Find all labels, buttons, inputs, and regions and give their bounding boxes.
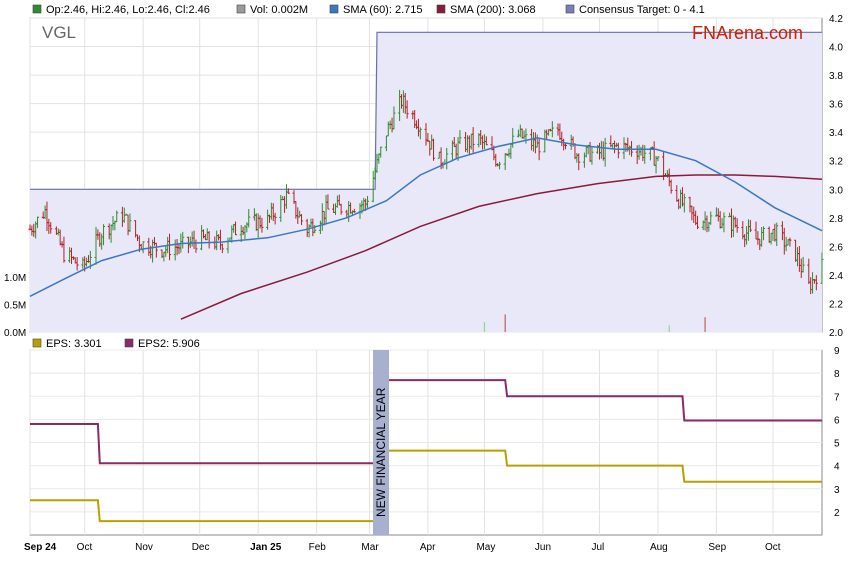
legend-swatch — [436, 4, 446, 14]
sma200-line — [180, 174, 823, 320]
legend-swatch — [32, 338, 42, 348]
price-tick-label: 4.2 — [829, 14, 843, 25]
legend-swatch — [32, 4, 42, 14]
month-label: Oct — [765, 542, 781, 553]
eps-legend: EPS: 3.301 EPS2: 5.906 — [32, 338, 200, 350]
legend-label: EPS2: 5.906 — [138, 338, 200, 350]
ticker-label: VGL — [42, 23, 76, 42]
month-label: Jun — [535, 542, 551, 553]
legend-label: Op:2.46, Hi:2.46, Lo:2.46, Cl:2.46 — [46, 4, 210, 16]
volume-axis: 0.0M 0.5M 1.0M — [4, 273, 26, 339]
month-label: Jul — [591, 542, 604, 553]
price-tick-label: 4.0 — [829, 43, 843, 54]
eps-tick-label: 9 — [834, 346, 840, 357]
eps-tick-label: 2 — [834, 508, 840, 519]
legend-label: Consensus Target: 0 - 4.1 — [579, 4, 705, 16]
price-tick-label: 2.4 — [829, 271, 843, 282]
eps-line — [30, 449, 822, 523]
month-label: Jan 25 — [250, 542, 282, 553]
legend-swatch — [329, 4, 339, 14]
eps-tick-label: 7 — [834, 392, 840, 403]
legend-swatch — [124, 338, 134, 348]
month-label: Apr — [420, 542, 436, 553]
consensus-target-line — [30, 31, 822, 190]
month-label: Dec — [192, 542, 210, 553]
eps-tick-label: 4 — [834, 462, 840, 473]
month-label: Nov — [135, 542, 153, 553]
eps-tick-label: 5 — [834, 439, 840, 450]
month-label: May — [476, 542, 495, 553]
time-axis: Sep 24 Oct Nov Dec Jan 25 Feb Mar Apr May Jun Jul A… — [24, 542, 781, 553]
new-financial-year-label: NEW FINANCIAL YEAR — [374, 387, 388, 517]
price-axis: 2.0 2.2 2.4 2.6 2.8 3.0 3.2 3.4 3.6 3.8 4.0 4.2 — [829, 14, 843, 339]
legend-swatch — [565, 4, 575, 14]
legend-label: Vol: 0.002M — [250, 4, 308, 16]
volume-tick-label: 0.0M — [4, 328, 26, 339]
new-financial-year-band — [373, 350, 389, 535]
volume-bars — [483, 314, 706, 332]
eps-grid — [29, 349, 822, 535]
month-label: Sep 24 — [24, 542, 57, 553]
price-legend: Op:2.46, Hi:2.46, Lo:2.46, Cl:2.46 Vol: 0… — [32, 4, 705, 16]
price-tick-label: 3.8 — [829, 71, 843, 82]
eps2-line — [30, 379, 822, 465]
month-label: Oct — [77, 542, 93, 553]
volume-tick-label: 1.0M — [4, 273, 26, 284]
month-label: Feb — [309, 542, 327, 553]
price-bars — [28, 89, 824, 295]
sma60-line — [29, 137, 823, 297]
legend-label: EPS: 3.301 — [46, 338, 102, 350]
price-tick-label: 2.2 — [829, 299, 843, 310]
price-tick-label: 3.2 — [829, 157, 843, 168]
month-label: Aug — [650, 542, 668, 553]
eps-tick-label: 6 — [834, 415, 840, 426]
price-tick-label: 3.0 — [829, 185, 843, 196]
price-tick-label: 2.8 — [829, 214, 843, 225]
month-label: Sep — [708, 542, 726, 553]
price-tick-label: 3.4 — [829, 128, 843, 139]
eps-tick-label: 3 — [834, 485, 840, 496]
eps-tick-label: 8 — [834, 369, 840, 380]
price-tick-label: 3.6 — [829, 100, 843, 111]
eps-axis: 2 3 4 5 6 7 8 9 — [834, 346, 840, 519]
month-label: Mar — [361, 542, 379, 553]
volume-tick-label: 0.5M — [4, 301, 26, 312]
legend-swatch — [236, 4, 246, 14]
legend-label: SMA (200): 3.068 — [450, 4, 536, 16]
price-tick-label: 2.6 — [829, 242, 843, 253]
price-tick-label: 2.0 — [829, 328, 843, 339]
brand-logo: FNArena.com — [692, 23, 803, 43]
legend-label: SMA (60): 2.715 — [343, 4, 423, 16]
consensus-target-fill — [30, 32, 822, 333]
